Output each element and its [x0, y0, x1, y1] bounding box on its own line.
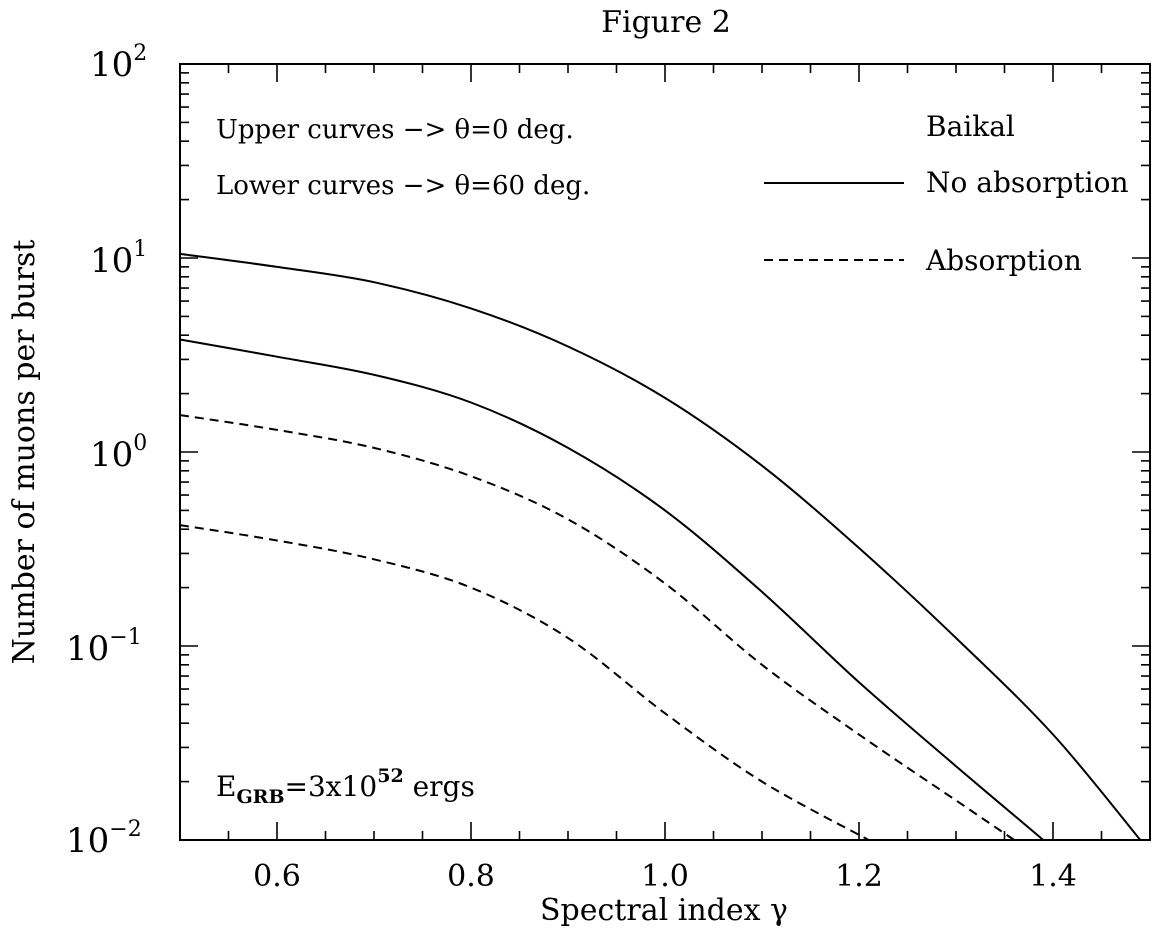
y-tick-labels: 102 101 100 10−1 10−2: [66, 41, 147, 861]
annotation-lower-curves: Lower curves −> θ=60 deg.: [216, 171, 590, 201]
x-tick-label: 1.4: [1029, 859, 1077, 894]
legend-title: Baikal: [926, 110, 1015, 143]
y-tick-label: 101: [90, 237, 147, 281]
legend-label-no-absorption: No absorption: [926, 166, 1129, 199]
x-axis-label: Spectral index γ: [540, 893, 788, 928]
axis-ticks: [179, 63, 1151, 841]
absorption-curve-3: [179, 524, 870, 841]
x-tick-labels: 0.6 0.8 1.0 1.2 1.4: [253, 859, 1077, 894]
chart-title: Figure 2: [601, 5, 731, 40]
data-curves: [179, 252, 1142, 841]
legend-label-absorption: Absorption: [925, 244, 1082, 277]
absorption-curve-2: [179, 414, 1015, 841]
no-absorption-curve-1: [179, 338, 1044, 841]
legend: Baikal No absorption Absorption: [764, 110, 1129, 277]
no-absorption-curve-0: [179, 252, 1142, 841]
annotation-energy: EGRB=3x1052 ergs: [216, 765, 475, 808]
x-tick-label: 0.6: [253, 859, 301, 894]
x-tick-label: 1.0: [641, 859, 689, 894]
x-tick-label: 1.2: [835, 859, 883, 894]
annotation-upper-curves: Upper curves −> θ=0 deg.: [216, 115, 574, 145]
y-axis-label: Number of muons per burst: [7, 240, 42, 665]
x-tick-label: 0.8: [447, 859, 495, 894]
y-tick-label: 10−1: [66, 625, 142, 669]
y-tick-label: 100: [90, 431, 147, 475]
y-tick-label: 102: [90, 41, 147, 85]
y-tick-label: 10−2: [66, 817, 142, 861]
